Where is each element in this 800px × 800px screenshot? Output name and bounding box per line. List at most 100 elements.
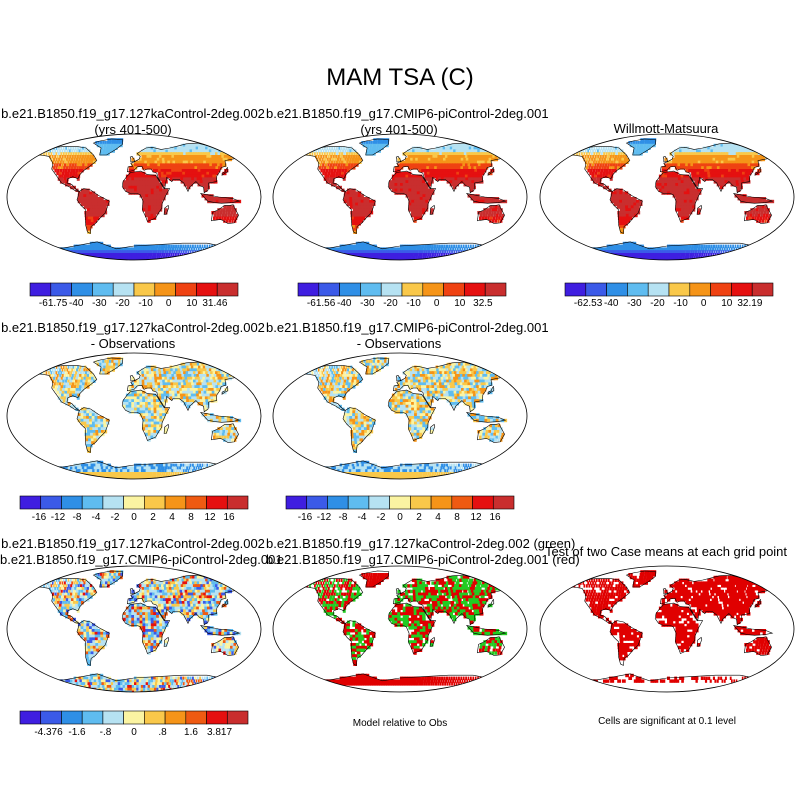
colorbar-swatch	[285, 495, 308, 510]
colorbar-swatch	[102, 495, 124, 510]
colorbar-swatch	[206, 710, 228, 725]
map-case1-minus-case2	[6, 565, 262, 693]
panel-title-line1: b.e21.B1850.f19_g17.127kaControl-2deg.00…	[266, 536, 576, 551]
colorbar-tick-label: -8	[338, 512, 348, 523]
panel-title-line1: b.e21.B1850.f19_g17.127kaControl-2deg.00…	[1, 536, 265, 551]
colorbar-tick-label: 2	[150, 512, 156, 523]
map-cells	[293, 138, 513, 260]
colorbar-swatch	[410, 495, 432, 510]
colorbar-swatch	[606, 282, 628, 297]
colorbar-swatch	[226, 495, 249, 510]
coastlines	[291, 570, 512, 692]
colorbar-tick-label: 10	[454, 298, 466, 309]
colorbar-tick-label: -10	[406, 298, 421, 309]
colorbar-tick-label: -61.56	[306, 298, 336, 309]
map-frame	[539, 133, 795, 261]
map-frame	[272, 565, 528, 693]
colorbar-tick-label: 16	[489, 512, 501, 523]
map-cells	[560, 138, 780, 260]
colorbar-swatch	[347, 495, 370, 510]
colorbar-swatch	[154, 282, 176, 297]
colorbar-swatch	[29, 282, 52, 297]
map-obs	[539, 133, 795, 261]
colorbar-swatch	[306, 495, 328, 510]
colorbar-swatch	[647, 282, 670, 297]
panel-title-ttest: Test of two Case means at each grid poin…	[533, 544, 799, 560]
map-case2	[272, 133, 528, 261]
colorbar-swatch	[185, 495, 207, 510]
panel-title-line1: b.e21.B1850.f19_g17.127kaControl-2deg.00…	[1, 320, 265, 335]
panel-title-line2: b.e21.B1850.f19_g17.CMIP6-piControl-2deg…	[0, 552, 283, 567]
map-case1	[6, 133, 262, 261]
colorbar-tick-label: 3.817	[206, 727, 233, 738]
colorbar-tick-label: -12	[50, 512, 66, 523]
colorbar-swatch	[327, 495, 349, 510]
coastlines	[25, 138, 246, 260]
colorbar-swatch	[50, 282, 72, 297]
map-cells	[27, 357, 247, 479]
figure-title: MAM TSA (C)	[326, 64, 474, 91]
panel-title-line1: b.e21.B1850.f19_g17.CMIP6-piControl-2deg…	[266, 320, 549, 335]
colorbar-swatch	[689, 282, 711, 297]
map-frame	[272, 352, 528, 480]
colorbar-tick-label: -12	[316, 512, 332, 523]
colorbar-tick-label: 0	[433, 298, 440, 309]
colorbar-tick-label: -1.6	[68, 727, 86, 738]
panel-title-line2: (yrs 401-500)	[94, 122, 172, 137]
colorbar-swatch	[668, 282, 691, 297]
colorbar-tick-label: -61.75	[38, 298, 68, 309]
colorbar-swatch	[368, 495, 390, 510]
map-cells	[562, 570, 780, 683]
colorbar-swatch	[61, 710, 83, 725]
colorbar-case-diff	[19, 710, 249, 725]
panel-title-case2: b.e21.B1850.f19_g17.CMIP6-piControl-2deg…	[266, 106, 549, 138]
colorbar-tick-label: -.8	[99, 727, 112, 738]
colorbar-tick-label: 16	[223, 512, 235, 523]
colorbar-swatch	[226, 710, 249, 725]
colorbar-tick-label: -20	[650, 298, 665, 309]
colorbar-tick-label: -20	[383, 298, 398, 309]
colorbar-swatch	[451, 495, 473, 510]
colorbar-swatch	[464, 282, 486, 297]
colorbar-swatch	[175, 282, 197, 297]
colorbar-swatch	[61, 495, 83, 510]
colorbar-swatch	[422, 282, 444, 297]
colorbar-tick-label: 32.5	[473, 298, 493, 309]
colorbar-swatch	[71, 282, 93, 297]
coastlines	[558, 138, 779, 260]
colorbar-tick-label: -30	[360, 298, 375, 309]
map-frame	[272, 133, 528, 261]
colorbar-swatch	[206, 495, 228, 510]
colorbar-tick-label: 0	[165, 298, 172, 309]
map-cells	[27, 138, 247, 260]
colorbar-tick-label: -8	[72, 512, 82, 523]
colorbar-tick-label: -4.376	[34, 727, 63, 738]
colorbar-tick-label: 32.19	[737, 298, 763, 309]
colorbar-tick-label: 4	[169, 512, 175, 523]
panel-title-obs: Willmott-Matsuura	[533, 121, 799, 137]
colorbar-tick-label: 10	[721, 298, 733, 309]
colorbar-tick-label: 12	[470, 512, 482, 523]
colorbar-swatch	[585, 282, 607, 297]
colorbar-tick-label: .8	[158, 727, 167, 738]
coastlines	[291, 357, 512, 479]
map-cells	[293, 357, 513, 479]
colorbar-swatch	[19, 495, 42, 510]
colorbar-case1	[29, 282, 239, 297]
colorbar-swatch	[102, 710, 124, 725]
colorbar-tick-label: -16	[297, 512, 313, 523]
colorbar-swatch	[751, 282, 774, 297]
colorbar-swatch	[19, 710, 42, 725]
colorbar-swatch	[92, 282, 114, 297]
colorbar-tick-label: 4	[435, 512, 441, 523]
coastlines	[558, 570, 779, 692]
note-model-relative: Model relative to Obs	[352, 718, 448, 729]
colorbar-swatch	[144, 495, 166, 510]
colorbar-tick-label: -20	[115, 298, 130, 309]
colorbar-swatch	[196, 282, 218, 297]
colorbar-case1-diff	[19, 495, 249, 510]
colorbar-tick-label: 8	[454, 512, 460, 523]
colorbar-swatch	[164, 495, 187, 510]
colorbar-swatch	[339, 282, 361, 297]
colorbar-tick-label: -4	[357, 512, 367, 523]
